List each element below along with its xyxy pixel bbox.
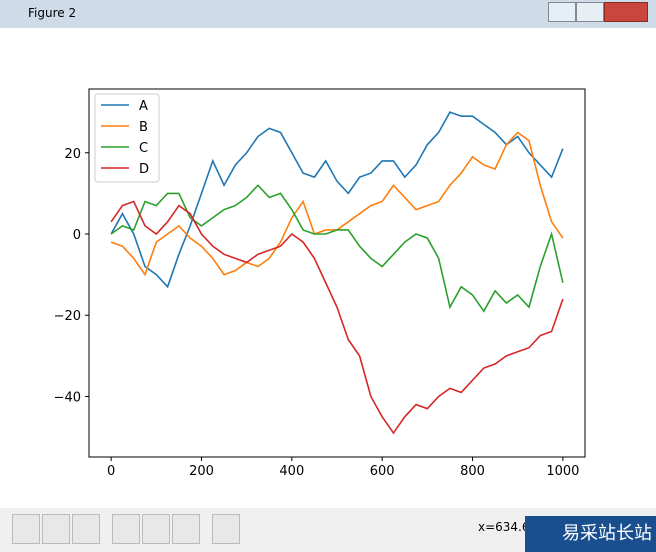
status-text: x=634.6 [478, 520, 530, 534]
x-tick-label: 800 [460, 464, 485, 479]
watermark: 易采站长站 [525, 516, 656, 552]
x-tick-label: 400 [279, 464, 304, 479]
line-series [110, 200, 564, 435]
legend-box [94, 93, 160, 183]
x-tick-label: 200 [189, 464, 214, 479]
title-bar: Figure 2 [0, 0, 656, 28]
legend-label: C [139, 141, 148, 156]
configure-button[interactable] [172, 514, 200, 544]
back-button[interactable] [42, 514, 70, 544]
legend-label: A [139, 99, 148, 114]
minimize-button[interactable] [548, 2, 576, 22]
forward-button[interactable] [72, 514, 100, 544]
legend-label: B [139, 120, 148, 135]
x-tick-label: 0 [107, 464, 115, 479]
y-tick-label: −40 [54, 390, 81, 405]
x-tick-label: 1000 [546, 464, 579, 479]
save-button[interactable] [212, 514, 240, 544]
legend-label: D [139, 162, 149, 177]
pan-button[interactable] [112, 514, 140, 544]
window-title: Figure 2 [28, 6, 77, 20]
close-button[interactable] [604, 2, 648, 22]
zoom-button[interactable] [142, 514, 170, 544]
line-series [110, 184, 564, 313]
home-button[interactable] [12, 514, 40, 544]
y-tick-label: 0 [73, 228, 81, 243]
y-tick-label: 20 [64, 147, 81, 162]
line-series [110, 111, 564, 289]
x-tick-label: 600 [370, 464, 395, 479]
axes-frame [88, 88, 586, 458]
y-tick-label: −20 [54, 309, 81, 324]
maximize-button[interactable] [576, 2, 604, 22]
